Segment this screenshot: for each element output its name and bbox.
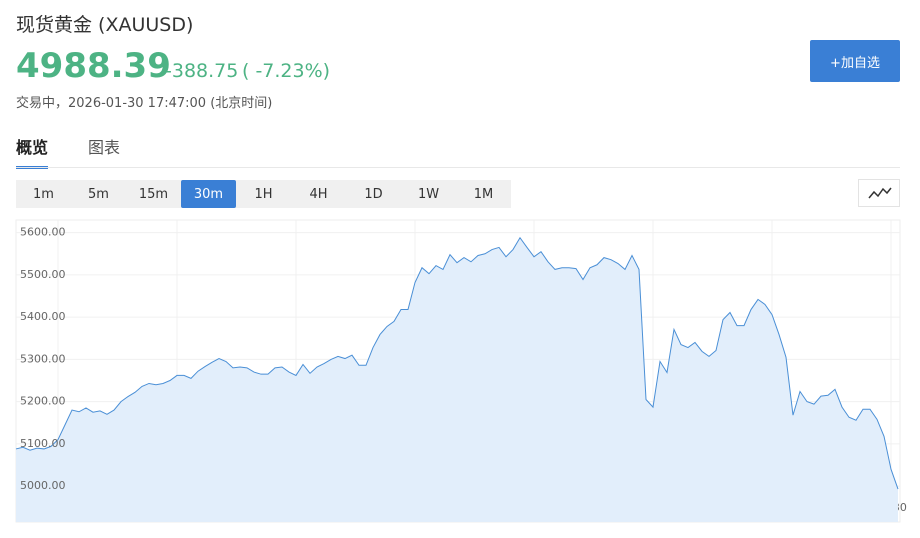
y-tick-label: 5100.00 — [20, 437, 66, 450]
title: 现货黄金 (XAUUSD) — [16, 14, 194, 36]
y-tick-label: 5600.00 — [20, 226, 66, 239]
y-tick-label: 5000.00 — [20, 479, 66, 492]
range-button[interactable]: 15m — [138, 186, 169, 202]
range-bar: 1m 5m 15m 30m 1H 4H 1D 1W 1M — [16, 180, 511, 208]
range-button[interactable]: 1W — [417, 186, 440, 202]
y-tick-label: 5300.00 — [20, 352, 66, 365]
change: -388.75 — [165, 60, 239, 82]
icon — [868, 187, 892, 199]
status: 交易中，2026-01-30 17:47:00 (北京时间) — [16, 96, 273, 111]
range-button[interactable]: 5m — [88, 186, 109, 202]
area-fill — [16, 237, 898, 522]
range-button[interactable]: 1H — [254, 186, 273, 202]
y-tick-label: 5400.00 — [20, 310, 66, 323]
tabs: 概览 图表 — [16, 134, 120, 169]
y-tick-label: 5200.00 — [20, 395, 66, 408]
separator — [16, 167, 900, 168]
range-button[interactable]: 1D — [364, 186, 383, 202]
range-button[interactable]: 30m — [181, 180, 236, 208]
price-line — [15, 236, 899, 490]
tab[interactable]: 概览 — [16, 134, 49, 169]
range-button[interactable]: 1M — [473, 186, 494, 202]
range-button[interactable]: 1m — [33, 186, 54, 202]
price: 4988.39 — [16, 46, 171, 86]
change-pct: ( -7.23%) — [242, 60, 331, 82]
y-tick-label: 5500.00 — [20, 268, 66, 281]
add-watchlist[interactable]: +加自选 — [810, 40, 900, 82]
tab[interactable]: 图表 — [88, 138, 121, 157]
range-button[interactable]: 4H — [309, 186, 328, 202]
chart-type-button[interactable] — [858, 179, 900, 207]
